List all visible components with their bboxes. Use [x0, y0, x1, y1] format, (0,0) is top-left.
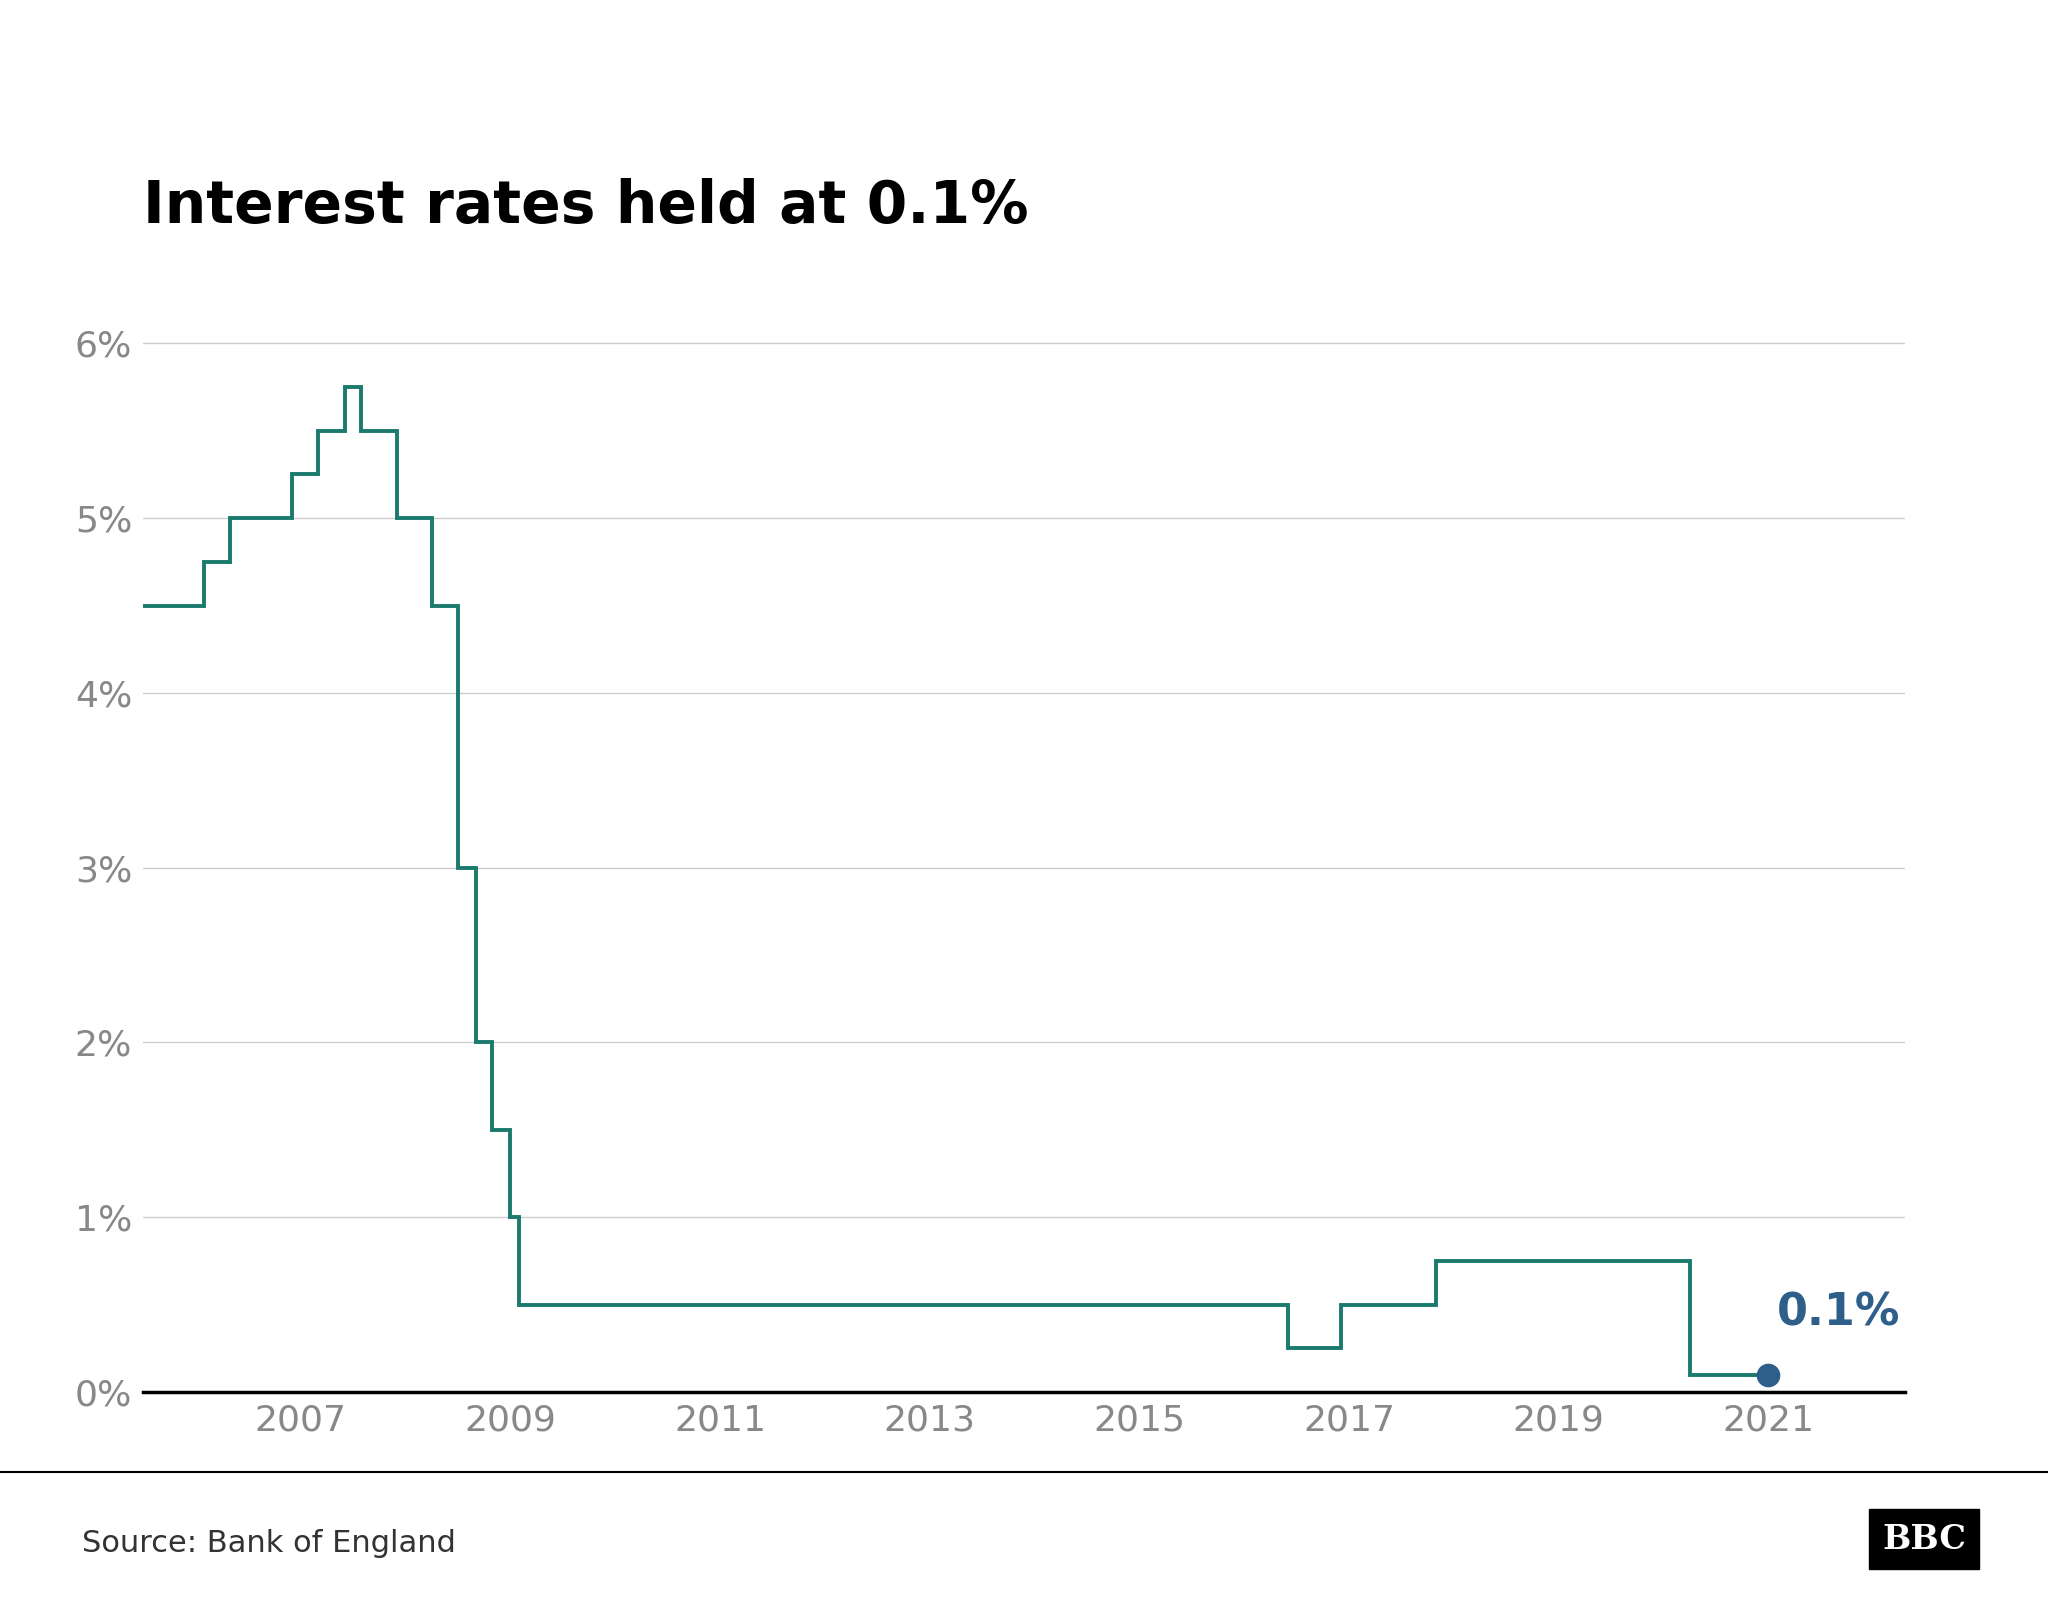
Text: Source: Bank of England: Source: Bank of England	[82, 1530, 457, 1558]
Text: BBC: BBC	[1882, 1523, 1966, 1555]
Text: Interest rates held at 0.1%: Interest rates held at 0.1%	[143, 178, 1028, 235]
Text: 0.1%: 0.1%	[1778, 1291, 1901, 1334]
